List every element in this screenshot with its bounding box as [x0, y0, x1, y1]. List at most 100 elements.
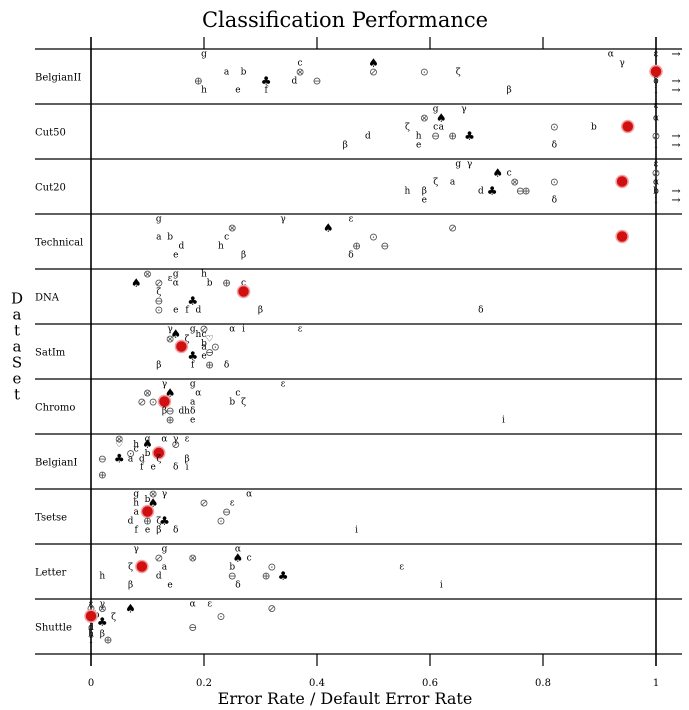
data-point-marker: g [455, 160, 461, 170]
data-point-marker: h [218, 242, 224, 252]
data-point-marker: ⊕ [262, 569, 271, 582]
data-point-marker: h [405, 187, 411, 197]
data-point-marker: γ [162, 490, 167, 500]
x-tick-label: 0.8 [535, 678, 551, 689]
data-point-marker: g [201, 50, 207, 60]
offscale-arrow: → [671, 48, 680, 61]
dataset-label: Technical [35, 238, 83, 249]
data-point-marker: γ [619, 59, 624, 69]
data-point-marker: a [224, 68, 230, 78]
data-point-marker: b [229, 563, 235, 573]
offscale-arrow: → [671, 75, 680, 88]
data-point-marker: c [224, 233, 229, 243]
data-point-marker: ⊙ [267, 560, 276, 573]
data-point-marker: ε [168, 274, 173, 284]
data-point-marker: b [241, 68, 247, 78]
x-tick-label: 0.2 [196, 678, 212, 689]
data-point-marker: ζ [405, 123, 410, 133]
data-point-marker: ⊖ [98, 452, 107, 465]
data-point-marker: b [591, 123, 597, 133]
data-point-marker: ⊙ [216, 514, 225, 527]
data-point-marker: e [173, 251, 178, 261]
data-point-marker: α [608, 50, 614, 60]
plot-frame [35, 37, 682, 666]
dataset-label: Letter [35, 568, 67, 579]
data-point-marker: h [99, 572, 105, 582]
data-point-marker: ⊗ [420, 111, 429, 124]
data-point-marker: γ [134, 545, 139, 555]
data-point-marker: ⊗ [188, 551, 197, 564]
data-point-marker: ⊙ [550, 175, 559, 188]
data-point-marker: ζ [433, 178, 438, 188]
data-point-marker: c [235, 389, 240, 399]
data-point-marker: i [502, 416, 505, 426]
data-point-marker: ⊕ [352, 239, 361, 252]
data-point-marker: ⊙ [211, 340, 220, 353]
data-point-marker: α [161, 435, 167, 445]
data-point-marker: b [229, 398, 235, 408]
data-point-marker: ε [654, 160, 659, 170]
data-point-marker: b [201, 339, 207, 349]
data-point-marker: ⊘ [651, 129, 660, 142]
offscale-arrow: → [671, 185, 680, 198]
data-point-marker: ♠ [368, 56, 379, 70]
data-point-marker: a [162, 563, 168, 573]
data-point-marker: β [184, 455, 189, 465]
data-point-marker: ε [298, 325, 303, 335]
data-point-marker: ⊗ [165, 332, 174, 345]
data-point-marker: ⊖ [431, 129, 440, 142]
data-point-marker: ζ [156, 455, 161, 465]
data-point-marker: ♣ [97, 615, 108, 629]
data-point-marker: f [264, 86, 268, 96]
data-point-marker: d [179, 242, 185, 252]
data-point-marker: f [135, 526, 139, 536]
highlight-point [140, 504, 155, 519]
data-point-marker: g [190, 325, 196, 335]
dataset-label: Shuttle [35, 623, 72, 634]
data-point-marker: d [88, 623, 94, 633]
data-point-marker: ⊗ [143, 267, 152, 280]
data-point-marker: a [190, 398, 196, 408]
data-point-marker: ⊕ [448, 129, 457, 142]
highlight-point [236, 284, 251, 299]
data-point-marker: γ [280, 215, 285, 225]
data-point-marker: g [156, 215, 162, 225]
data-point-marker: a [156, 233, 162, 243]
dataset-label: BelgianII [35, 73, 81, 84]
data-point-marker: g [133, 490, 139, 500]
data-point-marker: ⊙ [420, 65, 429, 78]
data-point-marker: c [134, 445, 139, 455]
data-point-marker: b [167, 233, 173, 243]
data-markers: g α εc ♠ γa b ⊗ ⊘ ⊙ ζ⊕ ♣ d ⊖ δh e f β iεg γ⊗ ♠ αζ c a ⊙ bd h ⊖ ⊕ ♣ ⊘β… [84, 50, 663, 646]
data-point-marker: d [139, 455, 145, 465]
data-point-marker: c [201, 330, 206, 340]
data-point-marker: ⊕ [103, 633, 112, 646]
data-point-marker: ⊙ [154, 303, 163, 316]
data-point-marker: ⊕ [205, 358, 214, 371]
x-tick-label: 0 [88, 678, 94, 689]
data-point-marker: β [156, 526, 161, 536]
data-point-marker: δ [173, 463, 178, 473]
x-tick-label: 0.6 [422, 678, 438, 689]
data-point-marker: ♣ [187, 349, 198, 363]
data-point-marker: ⊗ [115, 432, 124, 445]
data-point-marker: d [156, 572, 162, 582]
data-point-marker: ε [349, 215, 354, 225]
data-point-marker: ♣ [159, 514, 170, 528]
offscale-arrows: →→→→→→→ [671, 48, 680, 207]
data-point-marker: ⊖ [312, 74, 321, 87]
data-point-marker: g [162, 545, 168, 555]
highlight-point [152, 446, 166, 460]
data-point-marker: d [179, 407, 185, 417]
data-point-marker: c [507, 169, 512, 179]
data-point-marker: c [433, 123, 438, 133]
data-point-marker: ε [654, 101, 659, 111]
data-point-marker: f [191, 361, 195, 371]
data-point-marker: h [133, 499, 139, 509]
data-point-marker: e [416, 141, 421, 151]
data-point-marker: ⊖ [222, 505, 231, 518]
highlight-point [615, 174, 629, 189]
data-point-marker: α [246, 490, 252, 500]
